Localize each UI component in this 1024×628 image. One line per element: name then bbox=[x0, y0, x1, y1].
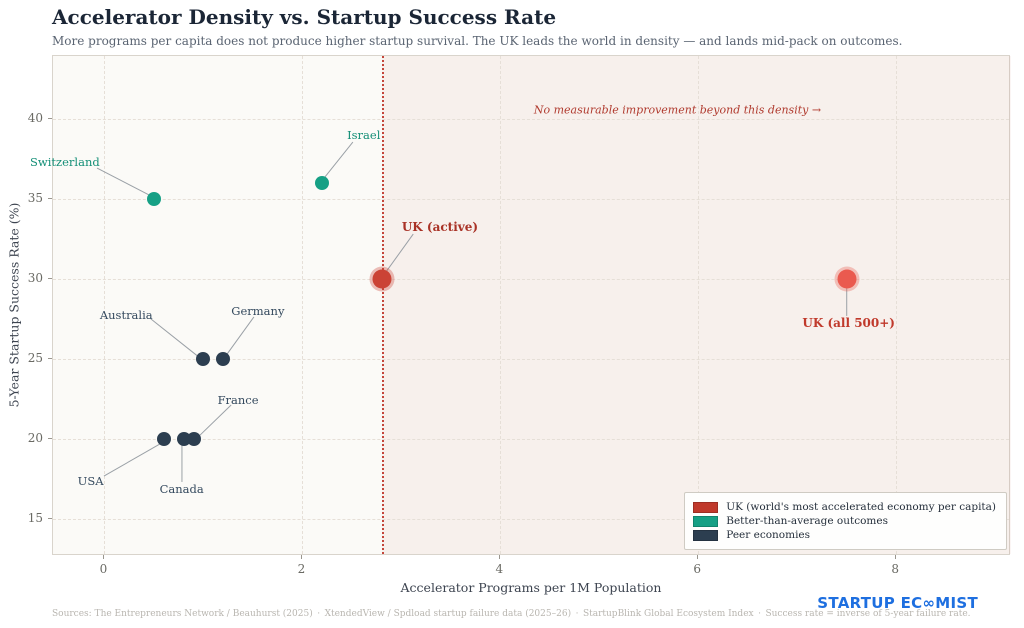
tickmark-x-0 bbox=[103, 555, 105, 559]
data-point-uk-active- bbox=[372, 269, 392, 289]
tickmark-y-40 bbox=[48, 117, 52, 119]
point-label-usa: USA bbox=[77, 474, 104, 488]
point-label-france: France bbox=[217, 393, 259, 408]
gridline-x-2 bbox=[302, 56, 304, 554]
point-label-canada: Canada bbox=[159, 482, 204, 496]
brand-logo: STARTUP EC∞MIST bbox=[817, 594, 978, 612]
y-tick-label-40: 40 bbox=[27, 110, 43, 125]
data-point-france bbox=[186, 432, 201, 446]
point-label-australia: Australia bbox=[99, 307, 153, 322]
tickmark-y-15 bbox=[48, 518, 52, 520]
leader-line-switzerland bbox=[96, 167, 150, 196]
leader-line-uk-active- bbox=[384, 233, 414, 275]
point-label-israel: Israel bbox=[347, 128, 381, 142]
x-tick-label-4: 4 bbox=[495, 562, 504, 576]
gridline-y-20 bbox=[53, 439, 1009, 440]
plot-area: UK (world's most accelerated economy per… bbox=[30, 55, 1011, 555]
x-tick-label-8: 8 bbox=[891, 562, 900, 576]
leader-line-germany bbox=[224, 316, 255, 358]
tickmark-y-25 bbox=[48, 357, 52, 359]
point-label-switzerland: Switzerland bbox=[30, 154, 100, 169]
gridline-y-35 bbox=[53, 198, 1009, 200]
tickmark-x-6 bbox=[697, 555, 699, 559]
gridline-y-40 bbox=[53, 118, 1009, 120]
legend-label-2: Peer economies bbox=[726, 529, 811, 541]
x-tick-label-2: 2 bbox=[297, 562, 306, 576]
legend-row-0: UK (world's most accelerated economy per… bbox=[693, 501, 996, 513]
sources-note: Sources: The Entrepreneurs Network / Bea… bbox=[52, 609, 971, 619]
leader-line-usa bbox=[103, 443, 161, 477]
y-tick-label-20: 20 bbox=[27, 431, 43, 445]
gridline-x-6 bbox=[698, 56, 700, 554]
tickmark-y-35 bbox=[48, 197, 52, 199]
point-label-uk-all-500-: UK (all 500+) bbox=[802, 315, 895, 330]
point-label-uk-active-: UK (active) bbox=[401, 219, 479, 234]
data-point-uk-all-500- bbox=[837, 269, 857, 289]
x-tick-label-0: 0 bbox=[99, 562, 108, 576]
legend: UK (world's most accelerated economy per… bbox=[684, 492, 1007, 550]
threshold-shade-region bbox=[381, 56, 1011, 554]
gridline-x-0 bbox=[104, 56, 106, 554]
threshold-annotation: No measurable improvement beyond this de… bbox=[533, 103, 822, 117]
data-point-usa bbox=[156, 432, 171, 446]
data-point-australia bbox=[196, 351, 211, 366]
legend-swatch-uk_active bbox=[693, 501, 719, 513]
data-point-germany bbox=[216, 351, 231, 366]
gridline-x-4 bbox=[500, 56, 502, 554]
gridline-y-15 bbox=[53, 519, 1009, 521]
legend-swatch-better bbox=[693, 515, 719, 527]
y-tick-label-15: 15 bbox=[27, 511, 43, 526]
gridline-x-8 bbox=[896, 56, 898, 554]
tickmark-y-30 bbox=[48, 277, 52, 279]
tickmark-x-8 bbox=[895, 555, 897, 559]
data-point-switzerland bbox=[146, 191, 161, 206]
leader-line-australia bbox=[150, 318, 201, 359]
legend-swatch-peer bbox=[693, 529, 719, 541]
y-axis-title: 5-Year Startup Success Rate (%) bbox=[6, 202, 22, 408]
legend-row-1: Better-than-average outcomes bbox=[693, 515, 996, 527]
tickmark-y-20 bbox=[48, 438, 52, 439]
chart-subtitle: More programs per capita does not produc… bbox=[52, 34, 903, 48]
tickmark-x-4 bbox=[499, 555, 501, 559]
gridline-y-25 bbox=[53, 358, 1009, 360]
leader-line-israel bbox=[323, 141, 354, 179]
gridline-y-30 bbox=[53, 278, 1009, 280]
legend-label-1: Better-than-average outcomes bbox=[726, 515, 888, 527]
leader-line-france bbox=[196, 404, 232, 439]
y-tick-label-25: 25 bbox=[27, 350, 43, 365]
x-tick-label-6: 6 bbox=[693, 562, 702, 576]
y-tick-label-30: 30 bbox=[27, 270, 43, 285]
leader-lines-layer bbox=[96, 141, 848, 482]
x-axis-title: Accelerator Programs per 1M Population bbox=[400, 580, 662, 595]
y-tick-label-35: 35 bbox=[27, 190, 43, 205]
threshold-line bbox=[381, 56, 384, 554]
data-point-israel bbox=[315, 175, 330, 190]
legend-row-2: Peer economies bbox=[693, 529, 996, 541]
legend-label-0: UK (world's most accelerated economy per… bbox=[726, 501, 996, 513]
point-label-germany: Germany bbox=[231, 303, 285, 318]
chart-title: Accelerator Density vs. Startup Success … bbox=[52, 5, 557, 29]
tickmark-x-2 bbox=[301, 555, 303, 559]
